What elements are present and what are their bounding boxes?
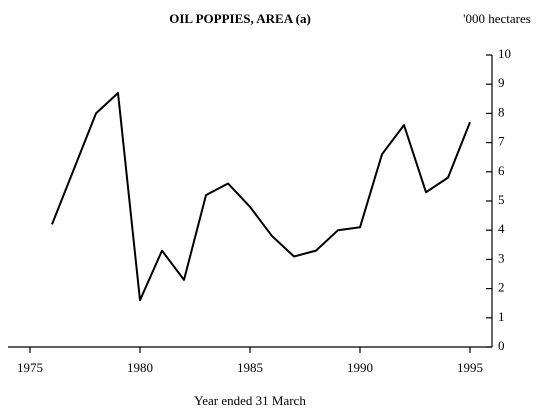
y-tick-label: 4 bbox=[498, 221, 505, 236]
y-unit-label: '000 hectares bbox=[463, 11, 531, 26]
x-tick-label: 1990 bbox=[347, 360, 373, 375]
chart-title: OIL POPPIES, AREA (a) bbox=[169, 11, 311, 26]
x-tick-label: 1975 bbox=[17, 360, 43, 375]
x-axis-label: Year ended 31 March bbox=[194, 393, 306, 408]
x-tick-label: 1995 bbox=[457, 360, 483, 375]
data-line bbox=[51, 91, 471, 302]
y-tick-label: 8 bbox=[498, 104, 505, 119]
x-tick-label: 1985 bbox=[237, 360, 263, 375]
y-tick-label: 10 bbox=[498, 46, 511, 61]
y-tick-label: 2 bbox=[498, 280, 505, 295]
y-tick-label: 6 bbox=[498, 163, 505, 178]
y-tick-label: 0 bbox=[498, 338, 505, 353]
y-tick-label: 5 bbox=[498, 192, 505, 207]
y-tick-label: 1 bbox=[498, 309, 505, 324]
x-tick-label: 1980 bbox=[127, 360, 153, 375]
y-tick-label: 9 bbox=[498, 75, 505, 90]
y-tick-label: 7 bbox=[498, 134, 505, 149]
y-tick-label: 3 bbox=[498, 250, 505, 265]
